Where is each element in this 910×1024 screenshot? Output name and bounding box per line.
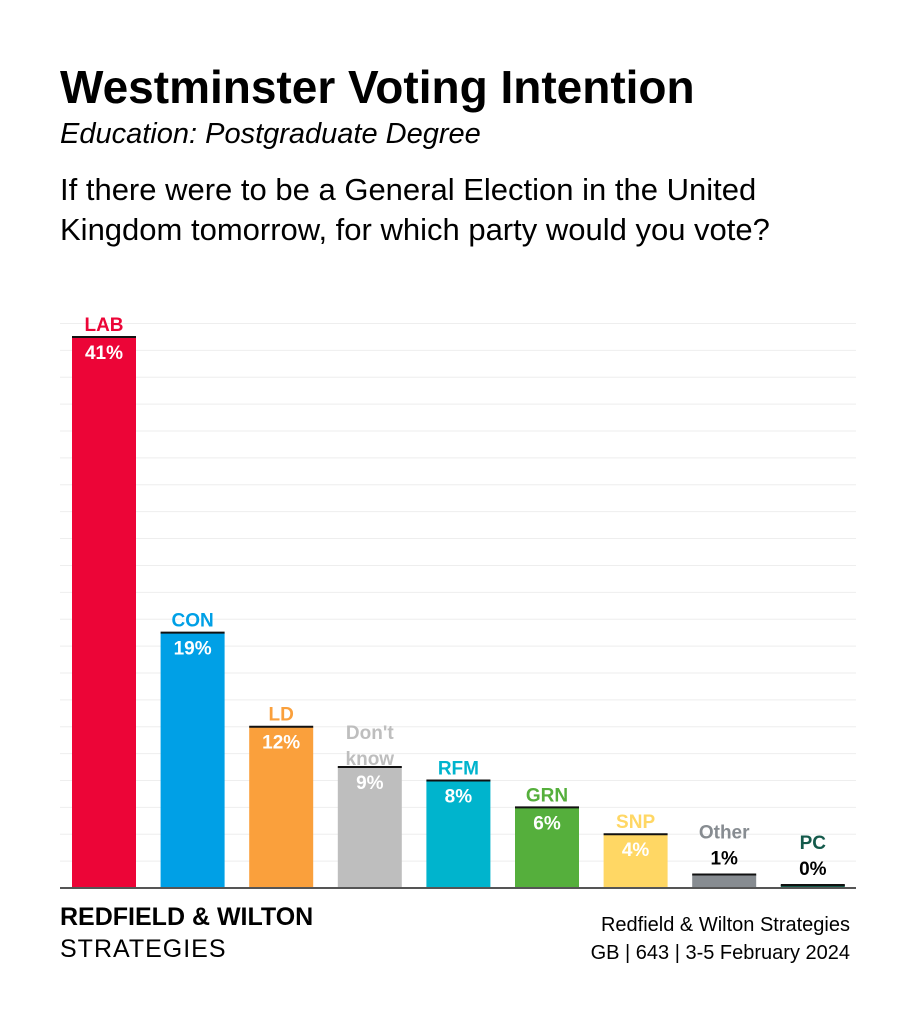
category-label: CON bbox=[171, 611, 213, 632]
value-label: 4% bbox=[622, 840, 650, 861]
value-label: 1% bbox=[710, 849, 738, 870]
bar-5 bbox=[515, 807, 579, 888]
value-label: 9% bbox=[356, 773, 384, 794]
value-label: 0% bbox=[799, 859, 827, 880]
survey-question: If there were to be a General Election i… bbox=[60, 172, 770, 247]
bar-6 bbox=[603, 834, 668, 888]
bar-8 bbox=[780, 885, 845, 888]
category-label: LAB bbox=[84, 315, 123, 336]
source-details: GB | 643 | 3-5 February 2024 bbox=[590, 942, 850, 964]
bar-7 bbox=[692, 874, 757, 888]
category-label: RFM bbox=[438, 758, 479, 779]
category-label: Don't bbox=[346, 723, 394, 744]
source-name: Redfield & Wilton Strategies bbox=[600, 914, 850, 936]
bar-0 bbox=[72, 336, 136, 889]
category-label: LD bbox=[269, 705, 294, 726]
value-label: 6% bbox=[533, 813, 561, 834]
category-label: Other bbox=[699, 823, 750, 844]
value-label: 41% bbox=[85, 343, 123, 364]
brand-subname: STRATEGIES bbox=[60, 935, 227, 963]
category-label: GRN bbox=[526, 785, 568, 806]
value-label: 19% bbox=[174, 639, 212, 660]
category-label: know bbox=[346, 749, 395, 770]
bar-4 bbox=[426, 780, 491, 888]
chart-title: Westminster Voting Intention bbox=[60, 61, 695, 113]
bar-3 bbox=[337, 767, 402, 888]
value-label: 8% bbox=[445, 786, 473, 807]
bar-2 bbox=[249, 726, 314, 888]
brand-name: REDFIELD & WILTON bbox=[60, 903, 314, 931]
bar-1 bbox=[160, 632, 225, 888]
category-label: PC bbox=[800, 833, 827, 854]
value-label: 12% bbox=[262, 733, 300, 754]
chart-subtitle: Education: Postgraduate Degree bbox=[60, 118, 481, 150]
category-label: SNP bbox=[616, 812, 655, 833]
